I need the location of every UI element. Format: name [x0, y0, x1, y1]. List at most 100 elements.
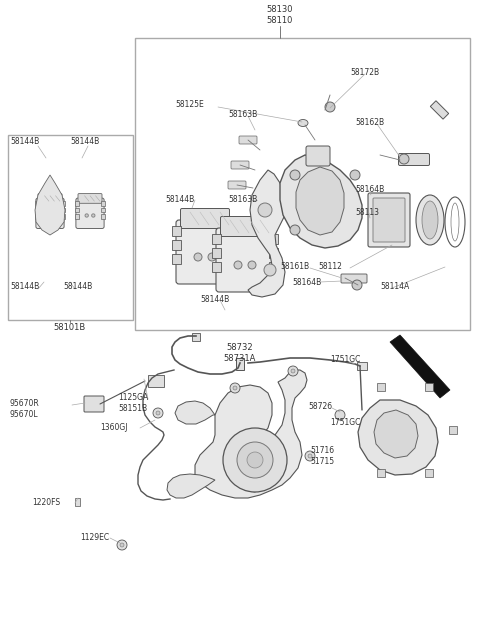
Bar	[101, 214, 106, 219]
Text: 58732: 58732	[227, 343, 253, 352]
Circle shape	[288, 366, 298, 376]
FancyBboxPatch shape	[239, 136, 257, 144]
Text: 1129EC: 1129EC	[80, 533, 109, 542]
FancyBboxPatch shape	[36, 198, 64, 229]
Circle shape	[230, 383, 240, 393]
Bar	[212, 262, 221, 272]
Bar	[61, 201, 65, 206]
FancyBboxPatch shape	[306, 146, 330, 166]
FancyBboxPatch shape	[231, 161, 249, 169]
Circle shape	[233, 386, 237, 390]
Bar	[236, 358, 244, 370]
FancyBboxPatch shape	[368, 193, 410, 247]
Circle shape	[305, 451, 315, 461]
Circle shape	[237, 442, 273, 478]
FancyBboxPatch shape	[341, 274, 367, 283]
Bar	[357, 362, 367, 370]
Circle shape	[85, 214, 88, 217]
Bar	[269, 262, 278, 272]
Bar	[8, 135, 133, 320]
Circle shape	[194, 253, 202, 261]
Bar	[430, 101, 449, 119]
Circle shape	[248, 261, 256, 269]
Bar	[61, 214, 65, 219]
Polygon shape	[195, 370, 307, 498]
Circle shape	[153, 408, 163, 418]
Circle shape	[352, 280, 362, 290]
Circle shape	[290, 225, 300, 235]
Text: 58144B: 58144B	[63, 282, 92, 291]
FancyBboxPatch shape	[76, 198, 104, 229]
Text: 51715: 51715	[310, 457, 334, 466]
Bar	[425, 383, 433, 391]
Circle shape	[350, 170, 360, 180]
Bar	[74, 214, 79, 219]
Bar	[35, 214, 39, 219]
Text: 1751GC: 1751GC	[330, 418, 360, 427]
Bar	[377, 469, 385, 477]
FancyBboxPatch shape	[84, 396, 104, 412]
Text: 1220FS: 1220FS	[32, 498, 60, 507]
Circle shape	[247, 452, 263, 468]
Text: 58144B: 58144B	[70, 137, 99, 146]
FancyBboxPatch shape	[78, 194, 102, 203]
Text: 1125GA: 1125GA	[118, 393, 148, 402]
Bar	[135, 38, 470, 330]
Text: 58162B: 58162B	[355, 118, 384, 127]
Bar	[192, 333, 200, 341]
Text: 1751GC: 1751GC	[330, 355, 360, 364]
Text: 58161B: 58161B	[280, 262, 309, 271]
Text: 58144B: 58144B	[10, 137, 39, 146]
Ellipse shape	[298, 120, 308, 126]
Text: 58731A: 58731A	[224, 354, 256, 363]
Circle shape	[223, 428, 287, 492]
Polygon shape	[248, 170, 286, 297]
Polygon shape	[280, 155, 362, 248]
FancyBboxPatch shape	[216, 228, 274, 292]
Bar	[101, 208, 106, 212]
Circle shape	[117, 540, 127, 550]
Bar	[101, 201, 106, 206]
Bar	[74, 201, 79, 206]
Bar	[269, 248, 278, 258]
Circle shape	[264, 264, 276, 276]
Bar	[212, 234, 221, 244]
Text: 58163B: 58163B	[228, 110, 257, 119]
Bar	[212, 248, 221, 258]
FancyBboxPatch shape	[38, 194, 62, 203]
Text: 95670R: 95670R	[10, 399, 40, 408]
Circle shape	[120, 543, 124, 547]
Text: 58125E: 58125E	[175, 100, 204, 109]
Circle shape	[234, 261, 242, 269]
Text: 58726: 58726	[308, 402, 332, 411]
Circle shape	[335, 410, 345, 420]
Bar	[172, 240, 181, 250]
Bar	[172, 226, 181, 236]
Polygon shape	[35, 175, 65, 235]
Bar	[61, 208, 65, 212]
Text: 58163B: 58163B	[228, 195, 257, 204]
Text: 58144B: 58144B	[10, 282, 39, 291]
Text: 58164B: 58164B	[292, 278, 321, 287]
Text: 95670L: 95670L	[10, 410, 38, 419]
Polygon shape	[296, 167, 344, 235]
Text: 51716: 51716	[310, 446, 334, 455]
Polygon shape	[167, 474, 215, 498]
FancyBboxPatch shape	[398, 153, 430, 166]
Text: 58114A: 58114A	[380, 282, 409, 291]
Text: 58110: 58110	[267, 16, 293, 25]
Ellipse shape	[416, 195, 444, 245]
Text: 58101B: 58101B	[54, 323, 86, 332]
FancyBboxPatch shape	[220, 217, 269, 237]
Circle shape	[156, 411, 160, 415]
Polygon shape	[358, 400, 438, 475]
Polygon shape	[390, 335, 450, 398]
FancyBboxPatch shape	[176, 220, 234, 284]
Text: 1360GJ: 1360GJ	[100, 423, 128, 432]
Text: 58144B: 58144B	[165, 195, 194, 204]
Text: 58151B: 58151B	[118, 404, 147, 413]
Circle shape	[45, 214, 48, 217]
Bar	[229, 226, 238, 236]
FancyBboxPatch shape	[180, 209, 229, 229]
Text: 58113: 58113	[355, 208, 379, 217]
